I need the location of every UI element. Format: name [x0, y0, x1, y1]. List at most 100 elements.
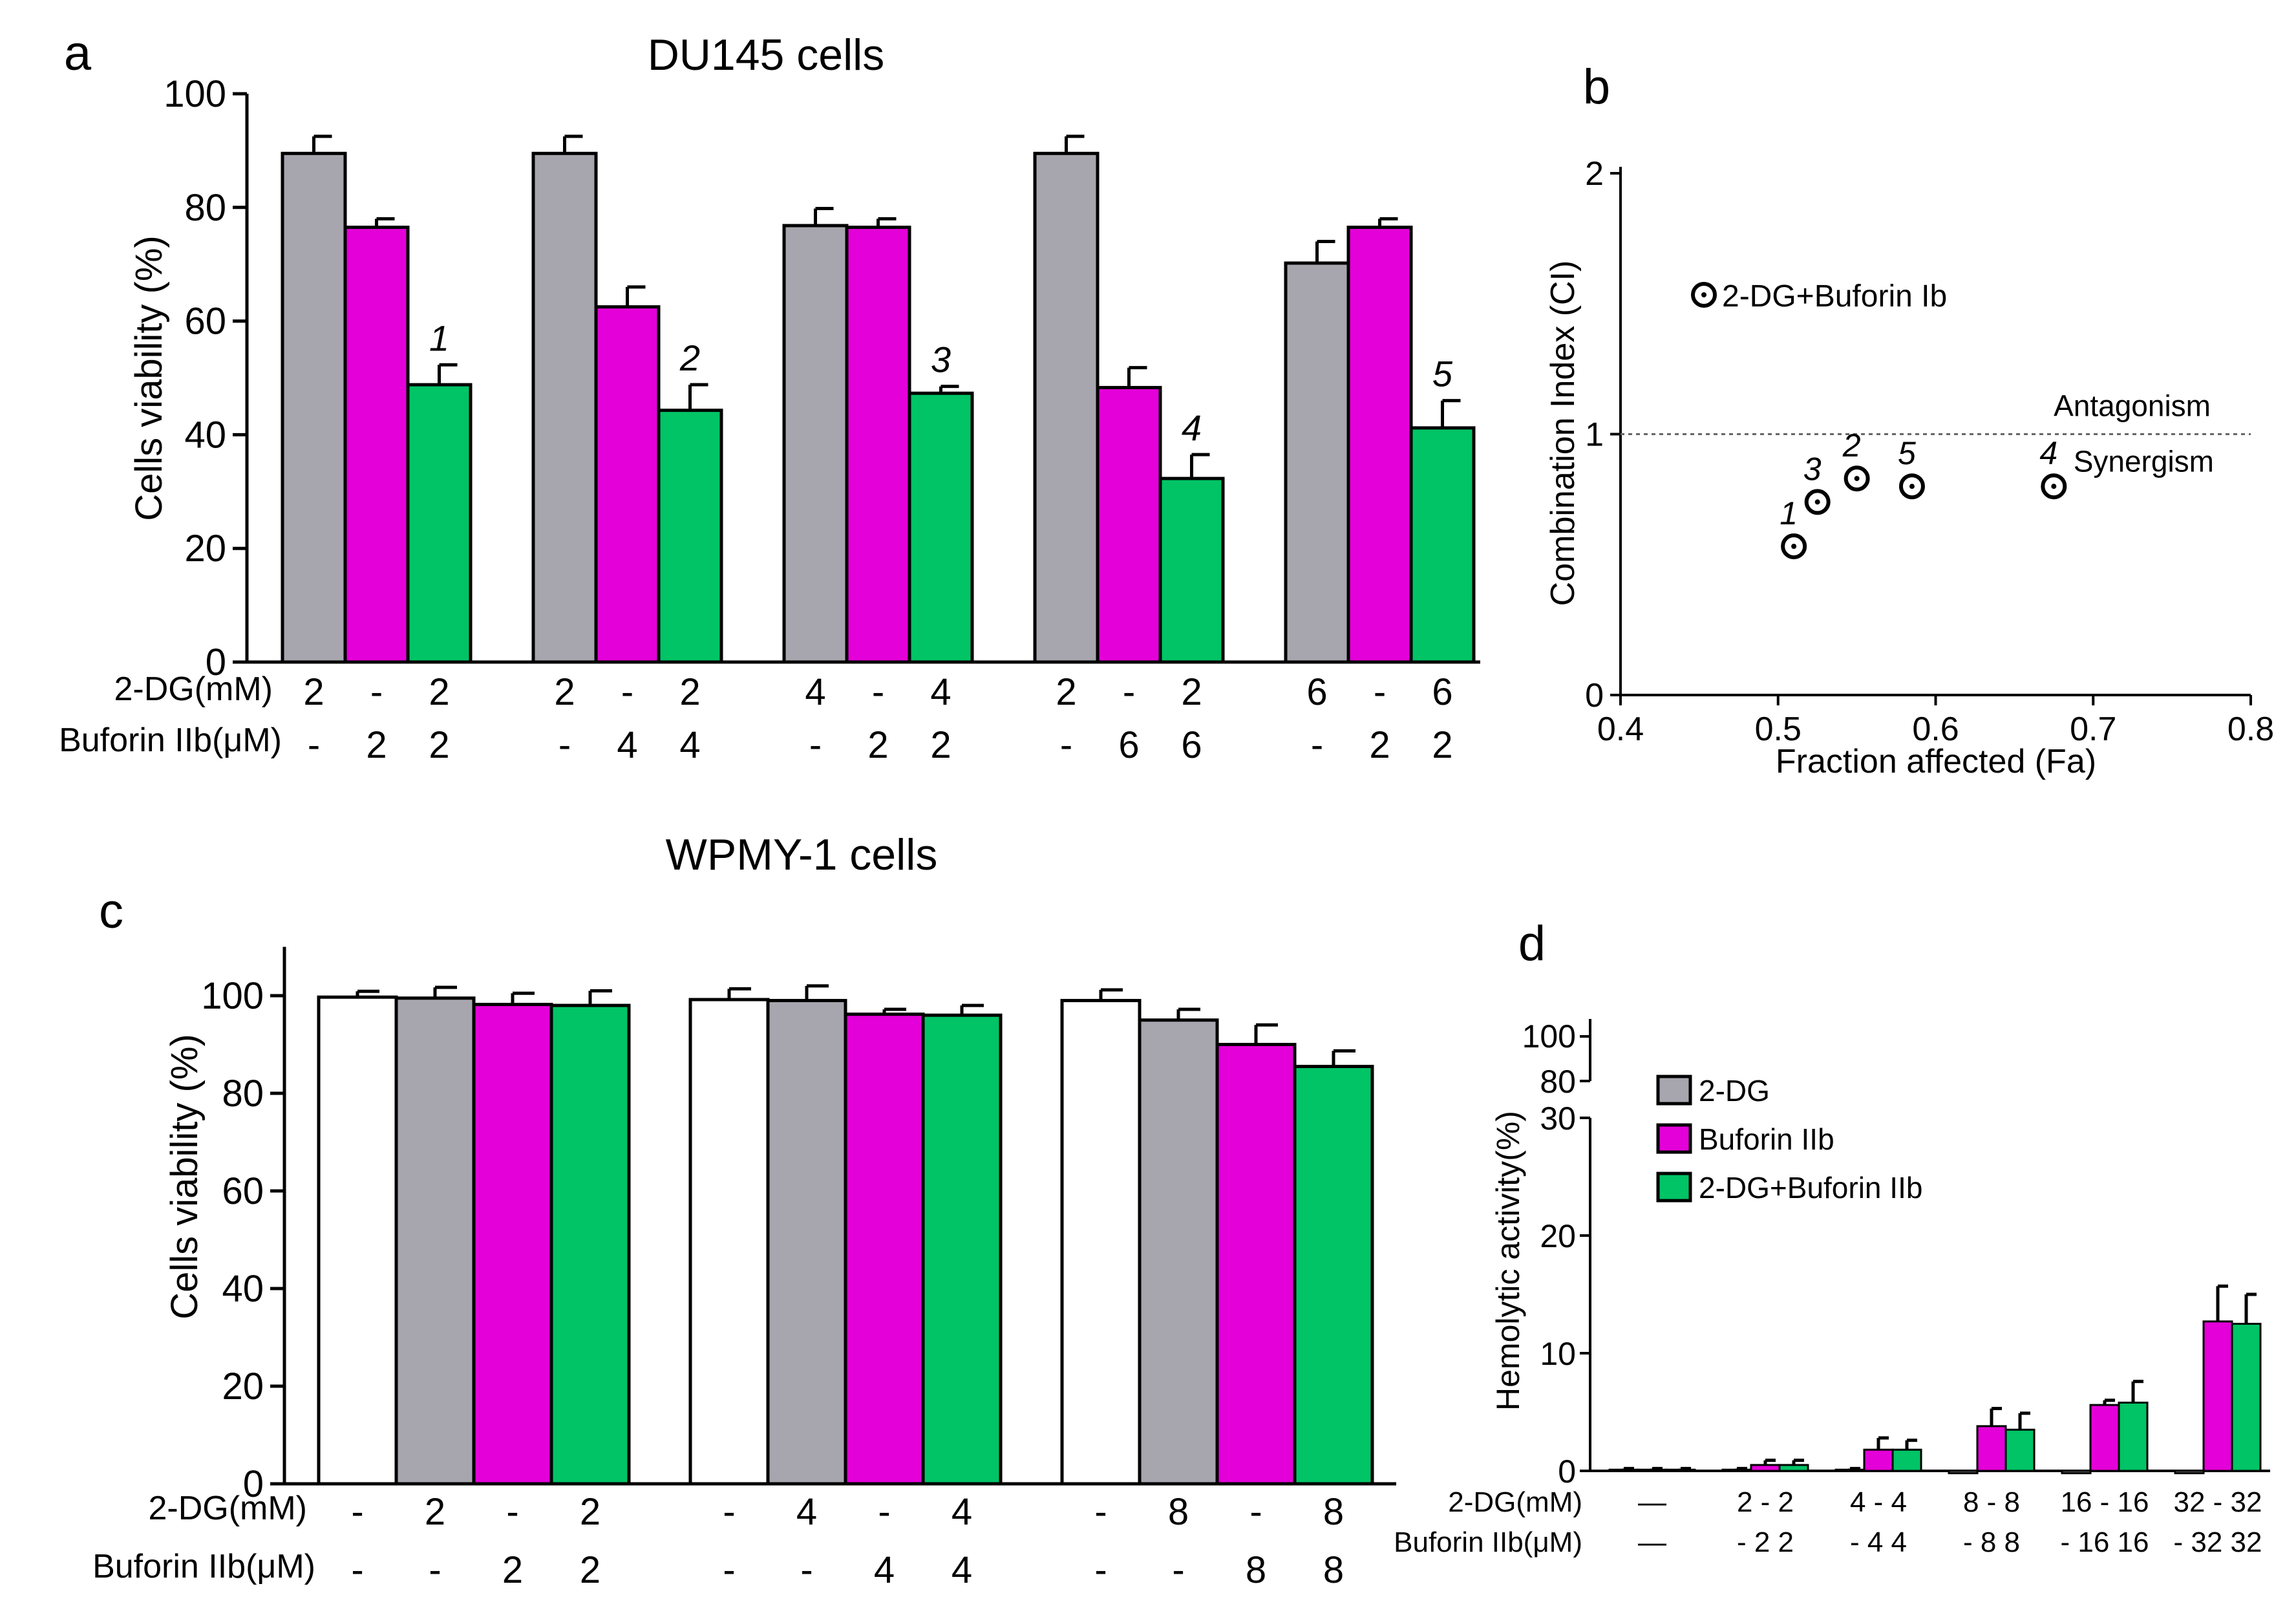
panel-c-y-tick-label: 0 — [243, 1463, 264, 1505]
panel-a-buf-value: 6 — [1118, 724, 1139, 766]
panel-d-bar — [1608, 1468, 1639, 1472]
panel-d-bar — [2061, 1470, 2092, 1475]
panel-d-y-tick-label: 20 — [1540, 1218, 1576, 1254]
panel-a-bar-number: 3 — [931, 339, 951, 380]
panel-c-buf-value: - — [351, 1549, 363, 1591]
panel-d-buf-value: - 16 16 — [2061, 1526, 2149, 1558]
panel-b-point — [2041, 473, 2067, 500]
panel-d-bar — [1863, 1448, 1894, 1472]
panel-c-bar — [1293, 1064, 1374, 1486]
panel-c-buf-value: - — [723, 1549, 735, 1591]
panel-b-point-label: 4 — [2039, 435, 2057, 471]
panel-label-d: d — [1518, 916, 1546, 971]
panel-a-dg-value: - — [1374, 671, 1386, 713]
panel-d-bar — [1637, 1468, 1668, 1472]
panel-d-dg-value: 8 - 8 — [1963, 1486, 2020, 1518]
panel-a-bar — [1284, 261, 1350, 664]
panel-b-x-tick-label: 0.6 — [1912, 711, 1959, 748]
panel-d-bar — [2089, 1404, 2120, 1472]
panel-c-buf-value: - — [800, 1549, 813, 1591]
panel-c-bar — [472, 1003, 553, 1486]
panel-d-y-tick-label: 80 — [1540, 1064, 1576, 1100]
panel-c-bar — [549, 1003, 631, 1486]
panel-c-bar — [844, 1012, 925, 1486]
panel-d-dg-value: 32 - 32 — [2174, 1486, 2262, 1518]
panel-d-buf-value: - 8 8 — [1963, 1526, 2020, 1558]
panel-d-buf-value: — — [1638, 1526, 1666, 1558]
panel-b-point-label: 2 — [1842, 427, 1861, 464]
panel-c-dg-value: 4 — [796, 1491, 817, 1533]
panel-a-dg-value: - — [621, 671, 633, 713]
panel-d-y-tick-label: 30 — [1540, 1100, 1576, 1137]
panel-a-y-tick-label: 80 — [184, 187, 226, 229]
panel-d-row-label-dg: 2-DG(mM) — [1448, 1486, 1582, 1518]
panel-a-dg-value: 4 — [930, 671, 951, 713]
panel-b-y-tick-label: 0 — [1585, 677, 1604, 714]
panel-c-bar — [766, 999, 847, 1486]
panel-b-point — [1898, 473, 1925, 500]
panel-c-buf-value: 8 — [1323, 1549, 1344, 1591]
panel-c-buf-value: 8 — [1246, 1549, 1266, 1591]
panel-a-buf-value: - — [308, 724, 320, 766]
panel-c-dg-value: - — [878, 1491, 890, 1533]
panel-b-x-tick-label: 0.4 — [1597, 711, 1644, 748]
panel-b-point — [1781, 533, 1807, 560]
panel-d-bar — [1750, 1464, 1781, 1472]
panel-b-y-tick-label: 2 — [1585, 155, 1604, 193]
panel-d-bar — [2231, 1323, 2262, 1472]
panel-c-y-tick-label: 40 — [222, 1268, 264, 1310]
panel-b-legend-label: 2-DG+Buforin Ib — [1722, 279, 1947, 314]
panel-d-bar — [2004, 1428, 2036, 1472]
panel-d-legend-label: 2-DG+Buforin IIb — [1699, 1171, 1922, 1204]
panel-c-dg-value: - — [1249, 1491, 1262, 1533]
panel-c-dg-value: - — [351, 1491, 363, 1533]
panel-b-legend-marker-dot — [1701, 292, 1706, 297]
panel-d-y-tick-label: 10 — [1540, 1336, 1576, 1372]
panel-a-buf-value: 2 — [1432, 724, 1452, 766]
panel-c-dg-value: - — [723, 1491, 735, 1533]
panel-b-point-label: 5 — [1898, 435, 1916, 471]
panel-c-buf-value: - — [1172, 1549, 1184, 1591]
panel-b-point-dot — [1814, 499, 1820, 505]
panel-b-point — [1804, 489, 1831, 515]
panel-a-bar — [1033, 151, 1100, 664]
panel-d-bar — [2174, 1470, 2205, 1475]
panel-b-point-dot — [1854, 476, 1860, 482]
panel-a-bar-number: 5 — [1432, 354, 1453, 394]
panel-c-buf-value: - — [1094, 1549, 1107, 1591]
panel-d-legend-label: 2-DG — [1699, 1074, 1770, 1108]
panel-c-dg-value: 2 — [580, 1491, 601, 1533]
panel-a-bar — [845, 226, 911, 664]
panel-a-dg-value: 2 — [554, 671, 575, 713]
panel-d-legend-swatch — [1656, 1123, 1692, 1154]
panel-a-bar — [594, 305, 661, 664]
panel-a-bar — [406, 383, 473, 664]
panel-a-y-label: Cells viability (%) — [128, 235, 170, 521]
panel-c-buf-value: 4 — [874, 1549, 895, 1591]
panel-a-buf-value: 2 — [867, 724, 888, 766]
panel-a-bar — [1409, 426, 1476, 664]
panel-a-dg-value: 2 — [1181, 671, 1202, 713]
panel-a-bar — [1158, 476, 1225, 664]
panel-a-y-tick-label: 100 — [164, 73, 226, 115]
panel-d-bar — [1834, 1468, 1865, 1472]
panel-a-dg-value: - — [872, 671, 884, 713]
panel-c-dg-value: 8 — [1168, 1491, 1189, 1533]
panel-b-point — [1844, 466, 1870, 492]
panel-a-dg-value: 4 — [805, 671, 825, 713]
panel-a-buf-value: - — [1060, 724, 1072, 766]
panel-b-x-label: Fraction affected (Fa) — [1776, 743, 2096, 780]
panel-d-bar — [2118, 1401, 2149, 1472]
panel-b-point-label: 3 — [1803, 451, 1822, 487]
panel-b-x-tick-label: 0.7 — [2070, 711, 2116, 748]
panel-a-y-tick-label: 0 — [206, 641, 226, 683]
panel-a-bar — [1346, 226, 1413, 664]
panel-c-bar — [317, 995, 398, 1486]
panel-b-point-dot — [1909, 484, 1915, 489]
panel-d-legend-swatch — [1656, 1172, 1692, 1203]
panel-a-buf-value: 4 — [617, 724, 637, 766]
panel-c-y-tick-label: 100 — [201, 975, 264, 1017]
panel-a-buf-value: - — [558, 724, 571, 766]
panel-d-legend-swatch — [1656, 1075, 1692, 1106]
